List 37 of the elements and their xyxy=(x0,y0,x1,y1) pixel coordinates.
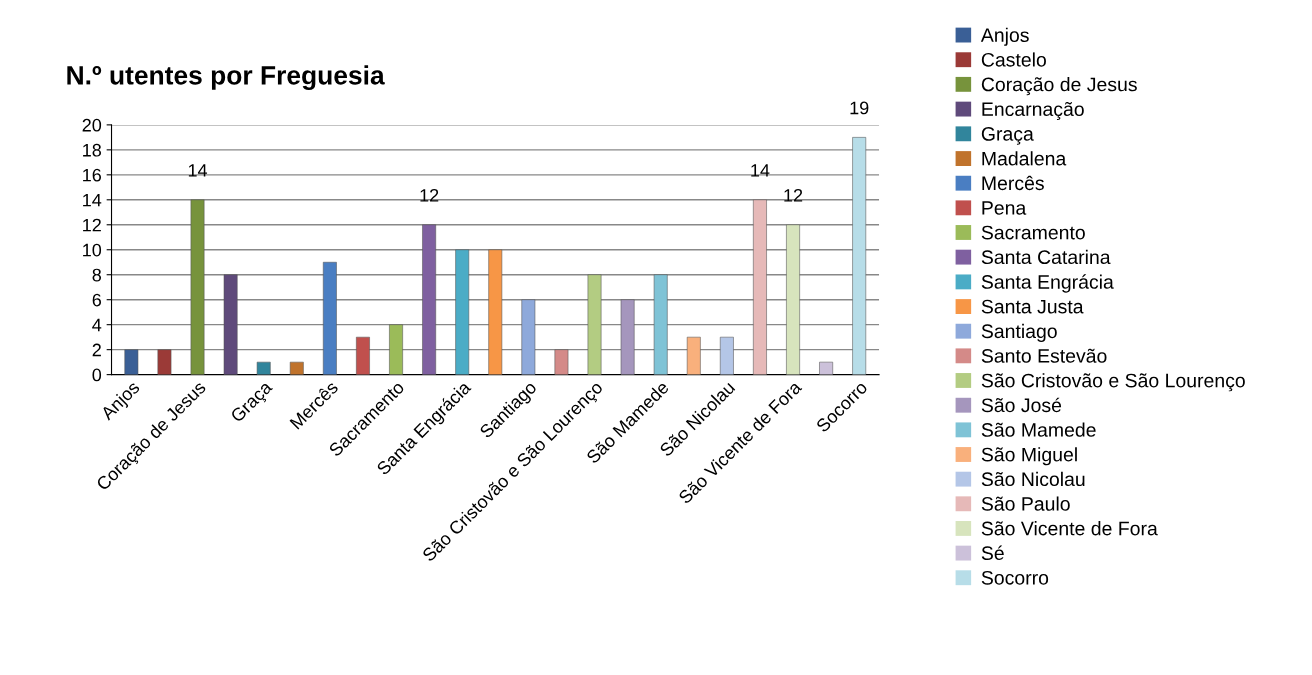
legend-label: Anjos xyxy=(980,27,1029,46)
legend-label: São Paulo xyxy=(981,496,1070,511)
legend-label: São Vicente de Fora xyxy=(981,521,1158,536)
y-tick-label: 0 xyxy=(92,368,102,382)
legend-label: Socorro xyxy=(981,570,1049,585)
y-tick-label: 8 xyxy=(92,268,102,282)
legend-label: Coração de Jesus xyxy=(981,77,1137,96)
legend-label: Santa Catarina xyxy=(981,249,1111,265)
y-tick-label: 20 xyxy=(82,118,102,132)
y-tick-label: 12 xyxy=(83,218,101,232)
legend-label: Graça xyxy=(981,127,1034,145)
data-label: 19 xyxy=(850,101,869,115)
legend-label: Pena xyxy=(982,201,1027,215)
legend-label: Sacramento xyxy=(981,225,1085,240)
y-tick-label: 10 xyxy=(83,243,102,257)
data-label: 14 xyxy=(751,164,770,177)
legend-label: Madalena xyxy=(982,151,1067,166)
legend-label: Santa Justa xyxy=(981,299,1084,314)
y-tick-label: 14 xyxy=(83,193,102,207)
chart-title: N.º utentes por Freguesia xyxy=(67,65,385,90)
legend-label: Sé xyxy=(981,545,1004,561)
y-tick-label: 18 xyxy=(83,143,102,157)
y-tick-label: 6 xyxy=(92,293,102,307)
data-label: 12 xyxy=(420,188,439,202)
legend-label: São José xyxy=(981,397,1062,413)
legend-label: Mercês xyxy=(982,175,1044,191)
y-tick-label: 4 xyxy=(92,318,102,332)
y-tick-label: 2 xyxy=(92,343,101,357)
legend-label: São Miguel xyxy=(981,447,1077,466)
legend-label: Castelo xyxy=(981,52,1046,67)
legend-label: Santiago xyxy=(981,323,1057,342)
y-tick-label: 16 xyxy=(83,168,102,182)
legend-label: Santa Engrácia xyxy=(981,274,1114,293)
legend-label: Encarnação xyxy=(982,101,1084,120)
data-label: 12 xyxy=(784,188,803,202)
data-label: 14 xyxy=(188,164,208,177)
legend-label: Santo Estevão xyxy=(981,348,1107,363)
